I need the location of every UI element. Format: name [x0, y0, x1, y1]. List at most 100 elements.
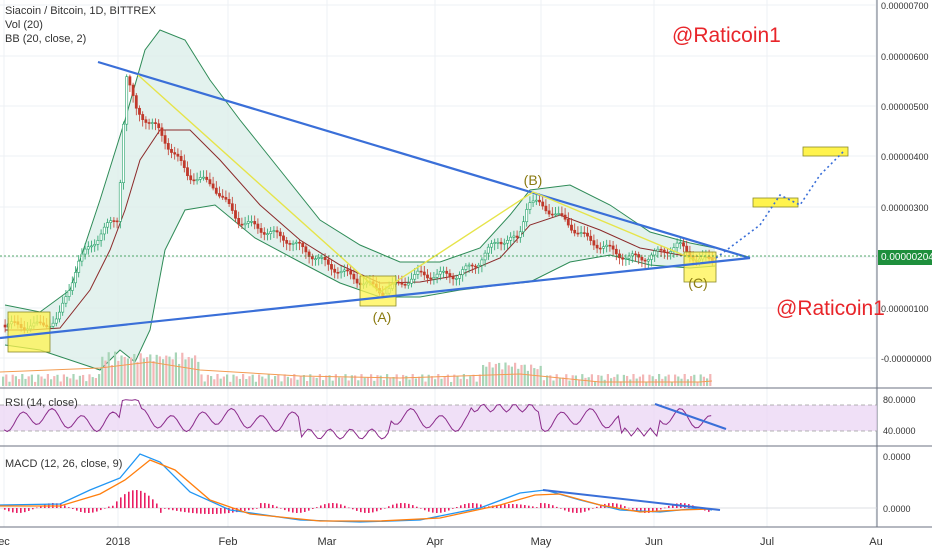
macd-histogram-bar	[424, 508, 426, 511]
wave-label: (C)	[688, 275, 707, 291]
macd-histogram-bar	[188, 508, 190, 513]
volume-bar	[472, 374, 475, 386]
candle-body	[330, 264, 333, 270]
volume-bar	[261, 376, 264, 386]
volume-bar	[616, 374, 619, 386]
candle-body	[614, 248, 618, 255]
volume-bar	[270, 379, 273, 386]
macd-histogram-bar	[388, 506, 390, 508]
volume-bar	[302, 375, 305, 386]
volume-bar	[450, 381, 453, 386]
macd-histogram-bar	[192, 508, 194, 514]
macd-histogram-bar	[544, 503, 546, 508]
upper-trendline	[97, 60, 751, 260]
volume-bar	[584, 377, 587, 386]
volume-bar	[50, 379, 53, 386]
candle-body	[570, 224, 573, 231]
volume-bar	[658, 374, 661, 386]
macd-histogram-bar	[156, 503, 158, 508]
volume-bar	[594, 380, 597, 386]
macd-histogram-bar	[212, 508, 214, 514]
volume-bar	[216, 374, 219, 386]
macd-histogram-bar	[612, 503, 614, 508]
volume-bar	[466, 379, 469, 386]
candle-body	[656, 248, 660, 252]
macd-histogram-bar	[220, 508, 222, 514]
candle-body	[3, 324, 7, 328]
volume-bar	[149, 354, 152, 386]
candle-body	[58, 311, 61, 320]
volume-bar	[440, 378, 443, 386]
volume-bar	[181, 352, 184, 386]
volume-bar	[334, 374, 337, 386]
bb-middle-band	[5, 129, 716, 331]
candle-body	[355, 278, 359, 284]
candle-body	[458, 274, 461, 279]
volume-bar	[398, 381, 401, 386]
bb-lower-band	[4, 204, 716, 371]
macd-histogram-bar	[12, 508, 14, 513]
macd-histogram-bar	[184, 508, 186, 513]
volume-bar	[546, 375, 549, 386]
volume-bar	[629, 379, 632, 386]
macd-histogram-bar	[452, 508, 454, 509]
macd-histogram-bar	[448, 508, 450, 511]
volume-bar	[5, 374, 8, 386]
symbol-title: Siacoin / Bitcoin, 1D, BITTREX	[5, 5, 156, 17]
candle-body	[400, 282, 404, 285]
volume-bar	[456, 376, 459, 386]
macd-histogram-bar	[376, 508, 378, 512]
candle-body	[246, 221, 250, 224]
macd-histogram-bar	[656, 508, 658, 512]
volume-bar	[82, 374, 85, 386]
candle-body	[150, 122, 154, 124]
volume-bar	[536, 369, 539, 386]
volume-bar	[88, 374, 91, 386]
candle-body	[598, 247, 602, 250]
candle-body	[323, 256, 327, 261]
candle-body	[259, 228, 263, 233]
volume-bar	[427, 374, 430, 386]
volume-bar	[366, 377, 369, 386]
candle-body	[509, 236, 513, 241]
candle-body	[256, 223, 260, 229]
macd-histogram-bar	[348, 507, 350, 509]
candle-body	[182, 160, 186, 168]
candle-body	[474, 265, 477, 268]
last-price-label: 0.00000204	[878, 250, 932, 265]
volume-bar	[56, 374, 59, 386]
macd-histogram-bar	[608, 503, 610, 508]
volume-bar	[11, 374, 14, 386]
volume-bar	[114, 351, 117, 386]
candle-body	[134, 95, 138, 109]
volume-bar	[603, 379, 606, 386]
candle-body	[307, 251, 311, 257]
candle-body	[499, 241, 503, 245]
volume-bar	[632, 374, 635, 386]
candle-body	[675, 242, 679, 248]
volume-bar	[21, 374, 24, 386]
chart-legend: Siacoin / Bitcoin, 1D, BITTREX Vol (20) …	[5, 4, 156, 46]
macd-histogram-bar	[132, 490, 134, 508]
volume-bar	[210, 376, 213, 386]
macd-histogram-bar	[264, 503, 266, 508]
volume-bar	[667, 374, 670, 386]
candle-body	[320, 256, 324, 259]
macd-histogram-bar	[408, 503, 410, 508]
macd-histogram-bar	[284, 508, 286, 511]
volume-bar	[462, 374, 465, 386]
volume-bar	[382, 379, 385, 386]
volume-bar	[338, 377, 341, 386]
macd-histogram-bar	[644, 508, 646, 513]
macd-histogram-bar	[280, 508, 282, 509]
volume-bar	[622, 374, 625, 386]
volume-bar	[245, 379, 248, 386]
volume-bar	[299, 375, 302, 386]
macd-histogram-bar	[440, 508, 442, 513]
macd-histogram-bar	[68, 507, 70, 508]
target-box-2	[802, 146, 849, 157]
volume-bar	[171, 359, 174, 386]
volume-bar	[645, 381, 648, 386]
volume-bar	[520, 364, 523, 386]
